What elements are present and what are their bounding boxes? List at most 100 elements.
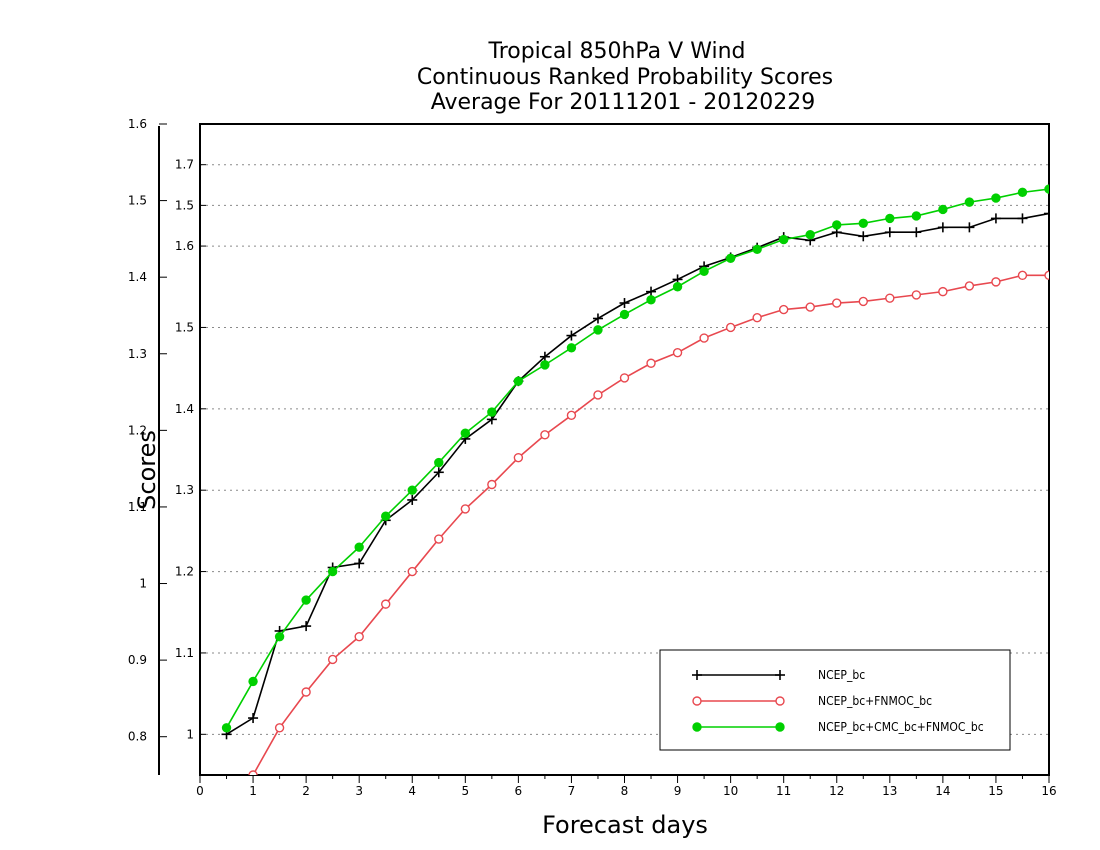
data-point <box>540 430 550 440</box>
data-point <box>937 222 948 233</box>
data-point <box>407 485 417 495</box>
data-point <box>885 293 895 303</box>
series-layer <box>221 184 1049 809</box>
x-tick-label: 6 <box>515 784 523 798</box>
right-y-tick-label: 1.7 <box>175 158 194 172</box>
right-y-tick-label: 1.6 <box>175 239 194 253</box>
left-y-tick-label: 1.3 <box>128 347 147 361</box>
data-point <box>858 296 868 307</box>
series-3 <box>221 184 1049 733</box>
data-point <box>699 333 709 343</box>
data-point <box>381 599 391 609</box>
x-tick-label: 7 <box>568 784 576 798</box>
legend-box <box>659 649 1011 751</box>
data-point <box>1044 208 1049 219</box>
data-point <box>832 298 842 308</box>
right-y-axis-ticks: 1 1.1 1.2 1.3 1.4 1.5 1.6 1.5 1.7 <box>175 158 206 741</box>
x-tick-label: 9 <box>674 784 682 798</box>
data-point <box>646 295 656 305</box>
legend-marker <box>692 670 702 680</box>
data-point <box>938 204 948 215</box>
data-point <box>539 351 550 362</box>
legend-marker <box>775 722 785 732</box>
data-point <box>274 631 285 642</box>
data-point <box>460 504 471 514</box>
data-point <box>752 244 762 255</box>
x-tick-label: 10 <box>723 784 738 798</box>
chart-title: Tropical 850hPa V Wind Continuous Ranked… <box>417 39 833 115</box>
right-y-tick-label: 1.3 <box>175 483 194 497</box>
y-axis-label: Scores <box>133 430 161 510</box>
data-point <box>964 281 975 291</box>
data-point <box>407 566 417 577</box>
x-tick-label: 16 <box>1041 784 1056 798</box>
legend-marker <box>692 722 702 732</box>
x-tick-label: 11 <box>776 784 791 798</box>
data-point <box>248 713 259 724</box>
data-point <box>274 723 285 733</box>
data-point <box>1017 270 1028 281</box>
data-point <box>672 282 683 292</box>
right-y-tick-label: 1.2 <box>175 565 194 579</box>
x-tick-label: 12 <box>829 784 844 798</box>
data-point <box>964 222 975 233</box>
legend: NCEP_bc NCEP_bc+FNMOC_bc NCEP_bc+CMC_bc+FN… <box>659 649 1011 751</box>
data-point <box>725 322 736 333</box>
data-point <box>964 197 975 207</box>
data-point <box>991 193 1001 203</box>
data-point <box>434 534 444 544</box>
data-point <box>566 410 577 421</box>
data-point <box>434 457 444 468</box>
data-point <box>223 801 231 809</box>
data-point <box>805 229 815 240</box>
left-y-tick-label: 1.5 <box>128 194 147 208</box>
legend-item: NCEP_bc+FNMOC_bc <box>692 694 932 708</box>
right-y-tick-label: 1.5 <box>175 198 194 212</box>
data-point <box>699 266 709 276</box>
data-point <box>301 621 312 632</box>
legend-item: NCEP_bc <box>692 668 865 682</box>
data-point <box>407 494 418 505</box>
data-point <box>593 390 603 400</box>
x-tick-label: 14 <box>935 784 950 798</box>
data-point <box>566 330 577 341</box>
left-y-tick-label: 1.4 <box>128 270 147 284</box>
x-tick-label: 0 <box>196 784 204 798</box>
title-line-2: Continuous Ranked Probability Scores <box>417 65 833 90</box>
data-point <box>858 218 868 228</box>
data-point <box>911 290 922 300</box>
data-point <box>460 428 471 438</box>
legend-items: NCEP_bc NCEP_bc+FNMOC_bc NCEP_bc+CMC_bc+FN… <box>692 668 984 734</box>
x-tick-label: 15 <box>988 784 1003 798</box>
data-point <box>858 231 869 242</box>
title-line-1: Tropical 850hPa V Wind <box>487 39 745 64</box>
right-y-tick-label: 1.1 <box>175 646 194 660</box>
data-point <box>725 253 736 263</box>
legend-label: NCEP_bc+CMC_bc+FNMOC_bc <box>818 720 984 734</box>
legend-marker <box>775 696 785 706</box>
data-point <box>487 479 497 490</box>
data-point <box>1044 270 1049 281</box>
data-point <box>805 302 815 312</box>
data-point <box>885 213 895 224</box>
data-point <box>938 286 948 297</box>
data-point <box>513 376 524 386</box>
data-point <box>991 277 1001 287</box>
x-tick-label: 4 <box>408 784 416 798</box>
data-point <box>619 309 630 320</box>
data-point <box>911 211 922 221</box>
data-point <box>1044 184 1049 194</box>
data-point <box>832 220 842 230</box>
data-point <box>433 467 444 478</box>
data-point <box>566 343 577 353</box>
data-point <box>487 407 497 417</box>
data-point <box>1017 213 1028 224</box>
left-y-tick-label: 0.9 <box>128 653 147 667</box>
x-tick-label: 3 <box>355 784 363 798</box>
data-point <box>513 452 524 463</box>
series-1 <box>221 208 1049 740</box>
data-point <box>381 511 391 521</box>
data-point <box>672 347 683 358</box>
data-point <box>911 227 922 238</box>
